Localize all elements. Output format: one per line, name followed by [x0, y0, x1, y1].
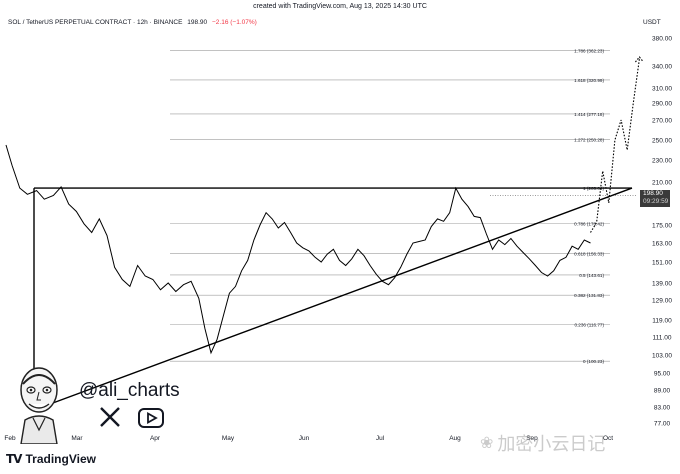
y-tick-label: 230.00 [652, 158, 672, 165]
badge-price: 198.90 [643, 190, 663, 197]
y-tick-label: 310.00 [652, 86, 672, 93]
projection-arrow [634, 56, 644, 63]
y-tick-label: 129.00 [652, 298, 672, 305]
youtube-icon[interactable] [138, 408, 164, 428]
fib-level-label: 0 (100.23) [583, 359, 604, 364]
y-tick-label: 270.00 [652, 118, 672, 125]
y-tick-label: 111.00 [653, 335, 672, 342]
x-tick-label: Oct [603, 435, 613, 442]
tradingview-logo-icon: TV [6, 452, 23, 466]
last-price: 198.90 [187, 19, 208, 26]
y-tick-label: 77.00 [654, 421, 671, 428]
watermark-text: 加密小云日记 [497, 434, 606, 454]
x-tick-label: Mar [71, 435, 83, 442]
x-tick-label: Sep [526, 435, 538, 442]
symbol-header: SOL / TetherUS PERPETUAL CONTRACT · 12h … [8, 19, 260, 26]
y-tick-label: 95.00 [654, 371, 671, 378]
fib-level-label: 0.382 (131.83) [574, 293, 604, 298]
y-tick-label: 340.00 [652, 64, 672, 71]
symbol-name[interactable]: SOL / TetherUS PERPETUAL CONTRACT · 12h … [8, 19, 183, 26]
y-tick-label: 139.00 [652, 281, 672, 288]
price-line[interactable] [5, 144, 591, 355]
x-icon[interactable] [98, 405, 122, 429]
chart-caption: created with TradingView.com, Aug 13, 20… [253, 3, 427, 10]
y-tick-label: 83.00 [654, 405, 671, 412]
x-tick-label: Jul [376, 435, 385, 442]
projection-path [590, 58, 640, 233]
price-badge: 198.90 09:29:59 [640, 190, 670, 207]
fib-level-label: 1.414 (277.18) [574, 112, 604, 117]
y-tick-label: 380.00 [652, 36, 672, 43]
y-tick-label: 151.00 [652, 260, 672, 267]
fib-level-label: 0.5 (143.61) [579, 273, 604, 278]
avatar-caricature [20, 367, 58, 444]
price-change: −2.16 (−1.07%) [211, 19, 257, 26]
fib-level-label: 1.618 (320.99) [574, 78, 604, 83]
watermark-icon: ❀ [480, 435, 494, 452]
fib-level-label: 0.786 (176.42) [574, 221, 604, 226]
tradingview-logo-text: TradingView [25, 452, 96, 466]
x-tick-label: Aug [449, 435, 461, 442]
x-tick-label: May [222, 435, 235, 442]
y-tick-label: 163.00 [652, 241, 672, 248]
x-tick-label: Jun [299, 435, 310, 442]
watermark: ❀ 加密小云日记 [480, 430, 605, 456]
author-handle[interactable]: @ali_charts [79, 380, 180, 401]
fib-level-label: 0.618 (156.33) [574, 252, 604, 257]
support-trendline[interactable] [33, 187, 633, 411]
fib-level-label: 0.236 (116.77) [574, 323, 604, 328]
tradingview-branding[interactable]: TV TradingView [6, 452, 96, 466]
y-tick-label: 290.00 [652, 101, 672, 108]
y-tick-label: 175.00 [652, 223, 672, 230]
y-tick-label: 89.00 [654, 388, 671, 395]
fib-level-label: 1.786 (362.23) [574, 48, 604, 53]
x-tick-label: Apr [150, 435, 161, 442]
y-tick-label: 250.00 [652, 138, 672, 145]
y-tick-label: 119.00 [652, 318, 672, 325]
badge-countdown: 09:29:59 [643, 198, 669, 205]
x-tick-label: Feb [4, 435, 16, 442]
currency-label: USDT [643, 19, 661, 26]
y-tick-label: 210.00 [652, 180, 672, 187]
fib-level-label: 1.272 (250.28) [574, 138, 604, 143]
y-tick-label: 103.00 [652, 353, 672, 360]
